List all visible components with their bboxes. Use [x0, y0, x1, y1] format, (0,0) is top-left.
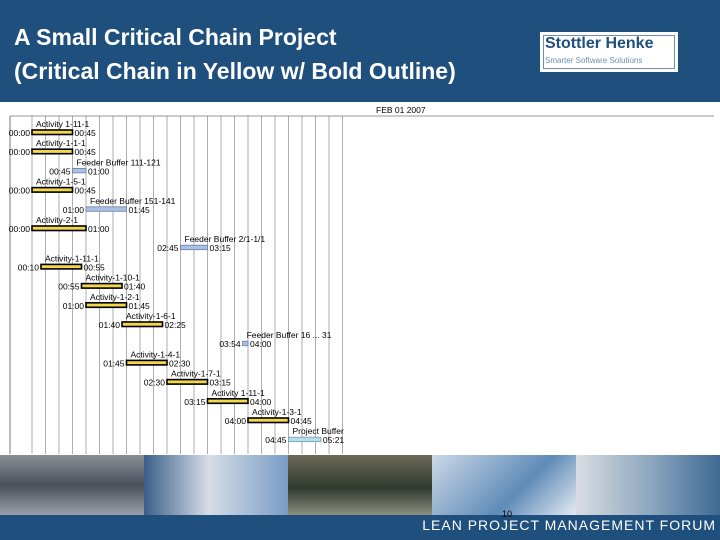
gantt-task-name: Activity-1-10-1 — [86, 273, 141, 283]
gantt-task-name: Feeder Buffer 151-141 — [90, 196, 176, 206]
gantt-task-bar — [31, 129, 74, 136]
gantt-task-end: 00:55 — [84, 262, 106, 272]
logo-name: Stottler Henke — [545, 35, 654, 52]
page-number: 10 — [502, 509, 513, 519]
company-logo: Stottler Henke Smarter Software Solution… — [538, 30, 680, 74]
gantt-task-start: 00:55 — [58, 282, 80, 292]
gantt-date-label: FEB 01 2007 — [376, 105, 426, 115]
gantt-task-bar — [31, 225, 87, 232]
photo-factory — [0, 455, 144, 515]
gantt-task-end: 04:00 — [250, 397, 272, 407]
gantt-task-bar — [180, 244, 208, 251]
gantt-task-bar — [247, 417, 290, 424]
page-subtitle: (Critical Chain in Yellow w/ Bold Outlin… — [14, 58, 456, 84]
gantt-task-name: Activity-2-1 — [36, 215, 78, 225]
footer-bar: LEAN PROJECT MANAGEMENT FORUM — [0, 515, 720, 540]
gantt-task-name: Feeder Buffer 16 ... 31 — [247, 330, 332, 340]
gantt-task-start: 02:30 — [144, 378, 166, 388]
photo-software — [576, 455, 720, 515]
gantt-task-end: 04:45 — [291, 416, 313, 426]
gantt-task-end: 01:40 — [124, 282, 146, 292]
gantt-task-end: 01:45 — [129, 301, 151, 311]
logo-tagline: Smarter Software Solutions — [545, 56, 643, 65]
gantt-task-name: Feeder Buffer 111-121 — [77, 157, 161, 167]
gantt-task-name: Activity-1-11-1 — [45, 253, 99, 263]
gantt-task-start: 01:00 — [63, 205, 85, 215]
gantt-task-end: 02:30 — [169, 358, 191, 368]
gantt-task-start: 00:45 — [49, 166, 71, 176]
gantt-task-start: 01:40 — [99, 320, 121, 330]
gantt-task-end: 05:21 — [323, 435, 345, 445]
gantt-task-end: 03:15 — [210, 243, 232, 253]
gantt-task-bar — [80, 282, 123, 289]
gantt-task-name: Project Buffer — [293, 426, 345, 436]
gantt-task-start: 00:10 — [18, 262, 40, 272]
gantt-task-name: Activity-1-5-1 — [36, 177, 86, 187]
gantt-task-end: 00:45 — [75, 128, 97, 138]
gantt-task-bar — [85, 206, 127, 212]
footer-title: LEAN PROJECT MANAGEMENT FORUM — [422, 517, 716, 533]
gantt-task-name: Activity-1-6-1 — [126, 311, 176, 321]
gantt-task-end: 01:00 — [88, 224, 110, 234]
gantt-task-bar — [125, 359, 168, 366]
gantt-task-bar — [121, 321, 164, 328]
footer-photo-strip — [0, 455, 720, 515]
photo-machinery — [288, 455, 432, 515]
gantt-task-start: 00:00 — [9, 186, 31, 196]
gantt-task-bar — [206, 397, 249, 405]
gantt-task-name: Activity-1-4-1 — [131, 349, 181, 359]
gantt-task-start: 02:45 — [157, 243, 179, 253]
gantt-task-start: 01:45 — [103, 358, 125, 368]
gantt-task-start: 00:00 — [9, 128, 31, 138]
gantt-task-end: 03:15 — [210, 378, 232, 388]
gantt-task-bar — [85, 302, 128, 309]
gantt-task-start: 00:00 — [9, 147, 31, 157]
gantt-task-bar — [72, 168, 87, 174]
gantt-task-name: Activity 1-11-1 — [36, 119, 89, 129]
gantt-task-bar — [166, 378, 209, 385]
gantt-task-start: 00:00 — [9, 224, 31, 234]
gantt-task-name: Activity 1-11-1 — [212, 388, 265, 398]
header-band: A Small Critical Chain Project (Critical… — [0, 0, 720, 102]
gantt-task-name: Activity-1-3-1 — [252, 407, 302, 417]
gantt-task-bar — [242, 340, 249, 347]
gantt-chart: FEB 01 2007 Activity 1-11-1 00:00 00:45 Acti… — [8, 104, 714, 454]
gantt-task-start: 03:15 — [184, 397, 206, 407]
gantt-task-end: 02:25 — [165, 320, 187, 330]
gantt-task-name: Activity-1-1-1 — [36, 138, 86, 148]
gantt-task-name: Activity-1-2-1 — [90, 292, 140, 302]
gantt-task-end: 00:45 — [75, 186, 97, 196]
gantt-task-bar — [40, 263, 83, 270]
gantt-task-end: 04:00 — [250, 339, 272, 349]
gantt-task-bar — [288, 436, 322, 443]
logo-frame — [543, 35, 675, 69]
gantt-task-end: 01:00 — [88, 166, 110, 176]
gantt-task-name: Activity-1-7-1 — [171, 369, 221, 379]
gantt-task-bar — [31, 186, 74, 193]
gantt-task-name: Feeder Buffer 2/1-1/1 — [185, 234, 266, 244]
photo-lab — [144, 455, 288, 515]
gantt-task-start: 04:00 — [225, 416, 247, 426]
gantt-task-end: 00:45 — [75, 147, 97, 157]
gantt-task-end: 01:45 — [129, 205, 151, 215]
page-title: A Small Critical Chain Project — [14, 24, 337, 50]
gantt-task-start: 04:45 — [265, 435, 287, 445]
gantt-task-bar — [31, 148, 74, 155]
gantt-task-start: 03:54 — [219, 339, 241, 349]
gantt-task-start: 01:00 — [63, 301, 85, 311]
photo-architecture — [432, 455, 576, 515]
